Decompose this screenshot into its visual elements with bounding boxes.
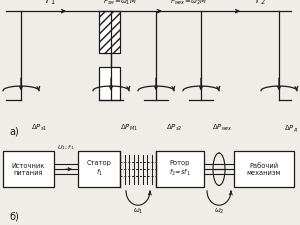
Bar xyxy=(156,151,204,187)
Text: $P_1$: $P_1$ xyxy=(45,0,57,7)
Bar xyxy=(99,11,120,53)
Text: $\omega_1$: $\omega_1$ xyxy=(133,207,143,216)
Text: $\Delta P_{М1}$: $\Delta P_{М1}$ xyxy=(120,123,138,133)
Text: а): а) xyxy=(9,127,19,137)
Text: Рабочий
механизм: Рабочий механизм xyxy=(247,163,281,176)
Text: $\Delta P_{э2}$: $\Delta P_{э2}$ xyxy=(166,123,182,133)
Bar xyxy=(78,151,120,187)
Text: Источник
питания: Источник питания xyxy=(12,163,45,176)
Text: $U_1;f_1$: $U_1;f_1$ xyxy=(57,143,75,152)
Text: Ротор
$f_2\!=\!sf_1$: Ротор $f_2\!=\!sf_1$ xyxy=(169,160,191,178)
Text: $\Delta P_{э1}$: $\Delta P_{э1}$ xyxy=(31,123,47,133)
Text: б): б) xyxy=(9,212,19,221)
Text: $P_2$: $P_2$ xyxy=(255,0,267,7)
Text: $\Delta P_{мех}$: $\Delta P_{мех}$ xyxy=(212,123,232,133)
Text: $P_{эм}\!=\!\omega_1 M$: $P_{эм}\!=\!\omega_1 M$ xyxy=(103,0,137,7)
Text: $\omega_2$: $\omega_2$ xyxy=(214,207,224,216)
Bar xyxy=(234,151,294,187)
Text: $P_{мех}\!=\!\omega_2 M$: $P_{мех}\!=\!\omega_2 M$ xyxy=(170,0,208,7)
Text: Статор
$f_1$: Статор $f_1$ xyxy=(87,160,111,178)
Bar xyxy=(3,151,54,187)
Bar xyxy=(99,67,120,100)
Text: $\Delta P_{д}$: $\Delta P_{д}$ xyxy=(284,123,298,134)
